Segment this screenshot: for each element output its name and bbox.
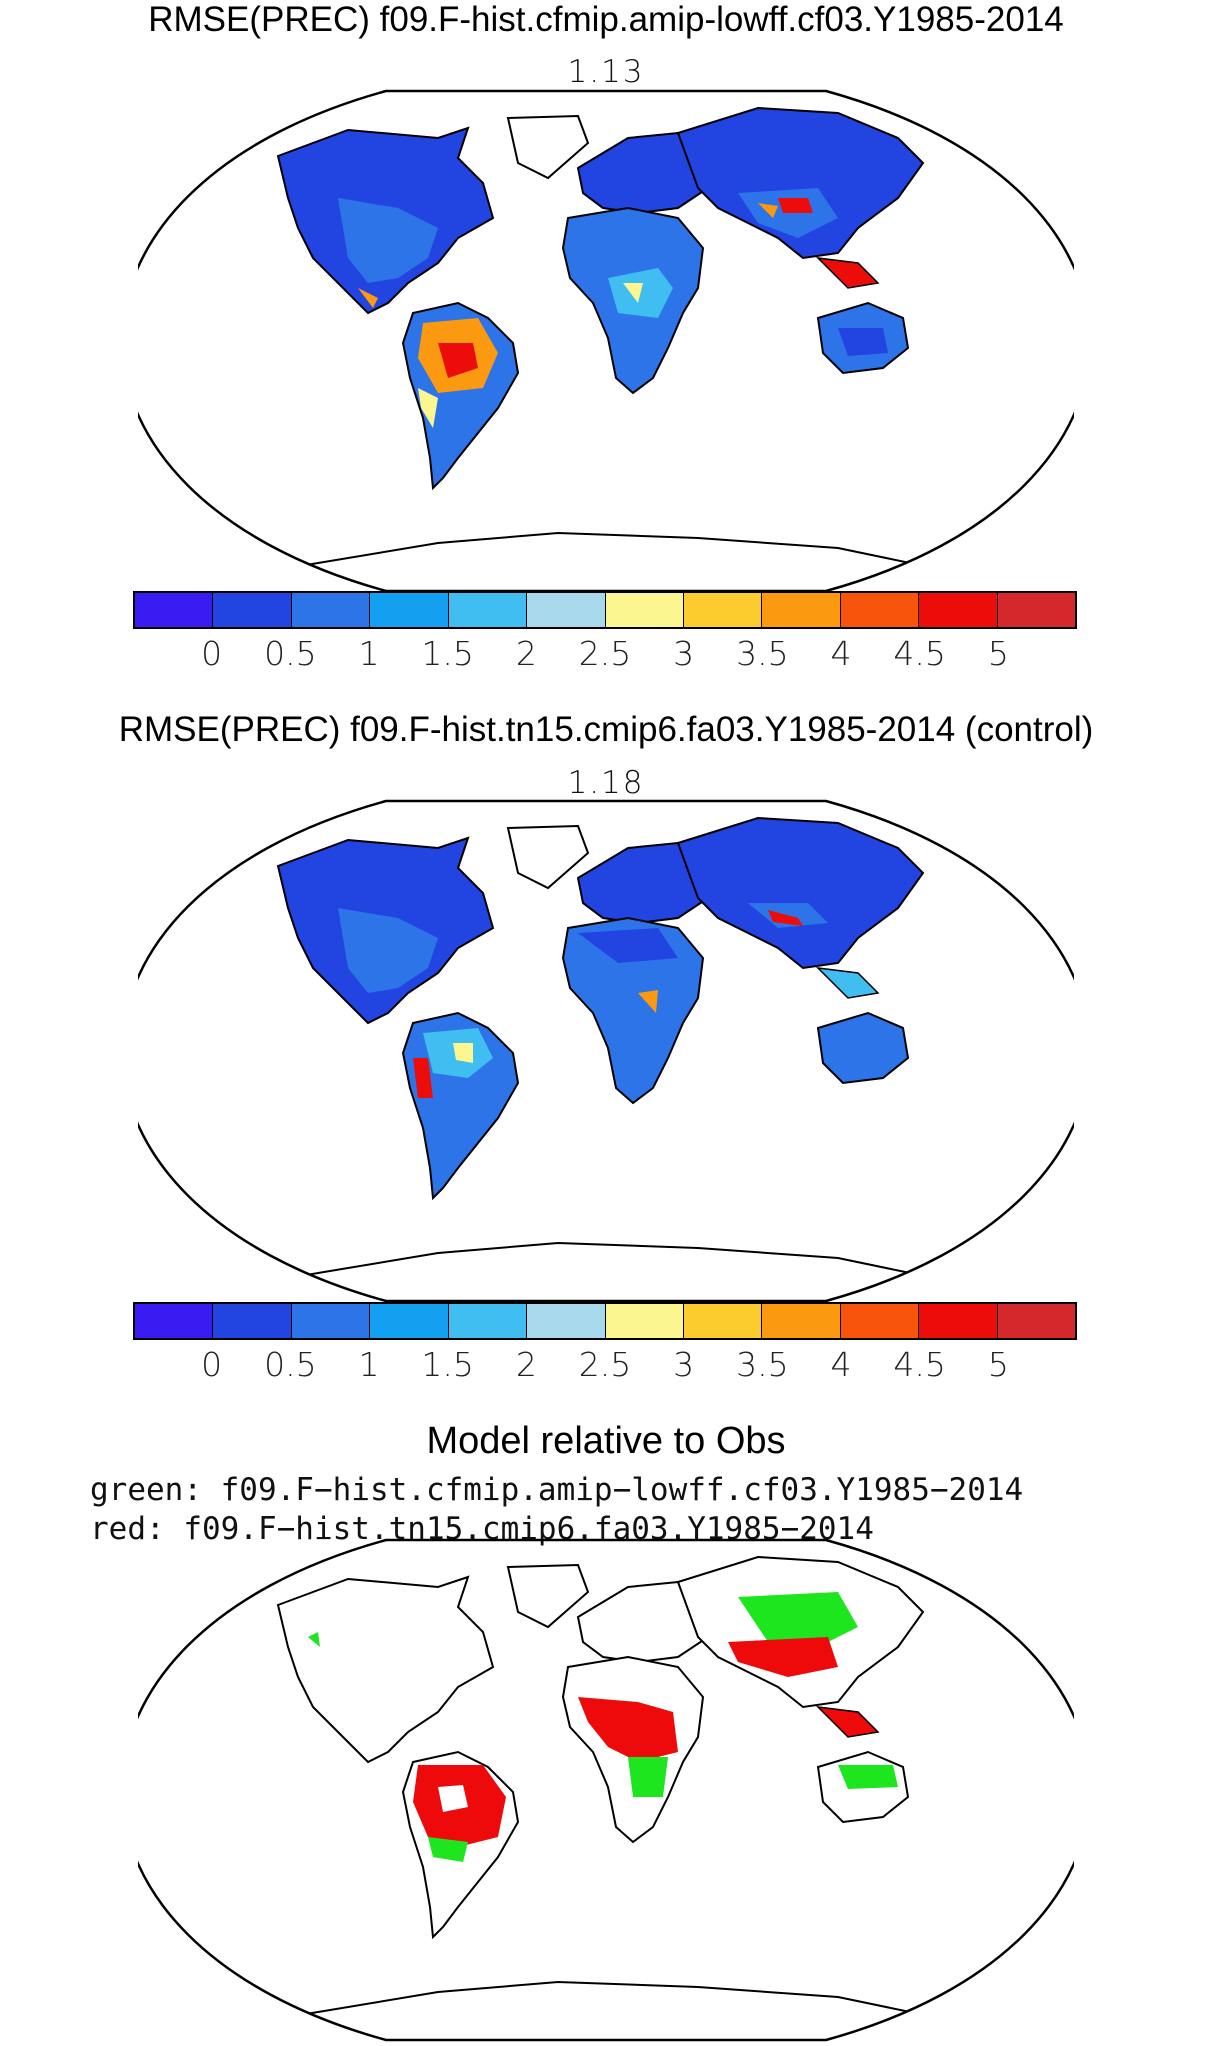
colorbar-segment: [370, 1304, 449, 1338]
colorbar-tick-label: 4: [830, 1345, 852, 1384]
panel1-global-value: 1.13: [567, 54, 645, 90]
colorbar-tick-label: 1: [358, 1345, 380, 1384]
colorbar-tick-label: 4.5: [893, 1345, 946, 1384]
colorbar-segment: [527, 1304, 606, 1338]
colorbar-tick-label: 1.5: [421, 1345, 474, 1384]
colorbar-segment: [919, 593, 998, 627]
colorbar-segment: [762, 1304, 841, 1338]
colorbar-segment: [919, 1304, 998, 1338]
colorbar-tick-label: 0: [201, 634, 223, 673]
colorbar-segment: [683, 593, 763, 627]
colorbar-segment: [605, 593, 684, 627]
colorbar-tick-label: 3.5: [736, 1345, 789, 1384]
europe: [576, 131, 720, 215]
greenland: [506, 114, 590, 180]
greenland: [506, 824, 590, 890]
panel1-colorbar-ticks: 0 0.5 1 1.5 2 2.5 3 3.5 4 4.5 5: [133, 636, 1077, 672]
australia: [816, 1011, 910, 1085]
antarctica: [287, 1980, 959, 2023]
colorbar-segment: [448, 593, 528, 627]
panel2-title: RMSE(PREC) f09.F-hist.tn15.cmip6.fa03.Y1…: [118, 710, 1094, 749]
colorbar-tick-label: 0.5: [264, 634, 317, 673]
colorbar-segment: [291, 1304, 371, 1338]
europe: [576, 841, 720, 925]
colorbar-segment: [527, 593, 606, 627]
panel2-map: [138, 799, 1074, 1303]
colorbar-segment: [135, 593, 214, 627]
colorbar-tick-label: 2: [515, 634, 537, 673]
colorbar-segment: [840, 1304, 920, 1338]
colorbar-tick-label: 3.5: [736, 634, 789, 673]
colorbar-segment: [213, 593, 292, 627]
panel2-colorbar: [133, 1302, 1077, 1340]
colorbar-tick-label: 0: [201, 1345, 223, 1384]
greenland: [506, 1563, 590, 1629]
colorbar-segment: [762, 593, 841, 627]
panel3-title: Model relative to Obs: [426, 1420, 786, 1462]
panel1-map: [138, 89, 1074, 593]
colorbar-tick-label: 3: [673, 1345, 695, 1384]
asia: [676, 106, 925, 260]
colorbar-tick-label: 2.5: [578, 634, 632, 673]
colorbar-segment: [370, 593, 449, 627]
colorbar-tick-label: 0.5: [264, 1345, 317, 1384]
colorbar-segment: [840, 593, 920, 627]
colorbar-segment: [448, 1304, 528, 1338]
panel1-title: RMSE(PREC) f09.F-hist.cfmip.amip-lowff.c…: [148, 0, 1064, 39]
antarctica: [287, 1241, 959, 1284]
colorbar-segment: [135, 1304, 214, 1338]
panel2-colorbar-ticks: 0 0.5 1 1.5 2 2.5 3 3.5 4 4.5 5: [133, 1347, 1077, 1383]
colorbar-tick-label: 4.5: [893, 634, 946, 673]
colorbar-tick-label: 1.5: [421, 634, 474, 673]
colorbar-tick-label: 4: [830, 634, 852, 673]
colorbar-tick-label: 2: [515, 1345, 537, 1384]
legend-green: green: f09.F−hist.cfmip.amip−lowff.cf03.…: [90, 1472, 1024, 1508]
antarctica: [287, 531, 959, 574]
colorbar-tick-label: 5: [987, 1345, 1009, 1384]
europe: [576, 1580, 720, 1664]
colorbar-segment: [997, 593, 1076, 627]
panel1-colorbar: [133, 591, 1077, 629]
colorbar-tick-label: 1: [358, 634, 380, 673]
asia: [676, 816, 925, 970]
africa: [561, 916, 705, 1105]
panel3-map: [138, 1538, 1074, 2042]
colorbar-tick-label: 3: [673, 634, 695, 673]
colorbar-segment: [213, 1304, 292, 1338]
north-america: [276, 1575, 495, 1764]
colorbar-segment: [683, 1304, 763, 1338]
colorbar-segment: [291, 593, 371, 627]
colorbar-segment: [997, 1304, 1076, 1338]
colorbar-segment: [605, 1304, 684, 1338]
panel2-global-value: 1.18: [567, 765, 645, 801]
colorbar-tick-label: 5: [987, 634, 1009, 673]
colorbar-tick-label: 2.5: [578, 1345, 632, 1384]
